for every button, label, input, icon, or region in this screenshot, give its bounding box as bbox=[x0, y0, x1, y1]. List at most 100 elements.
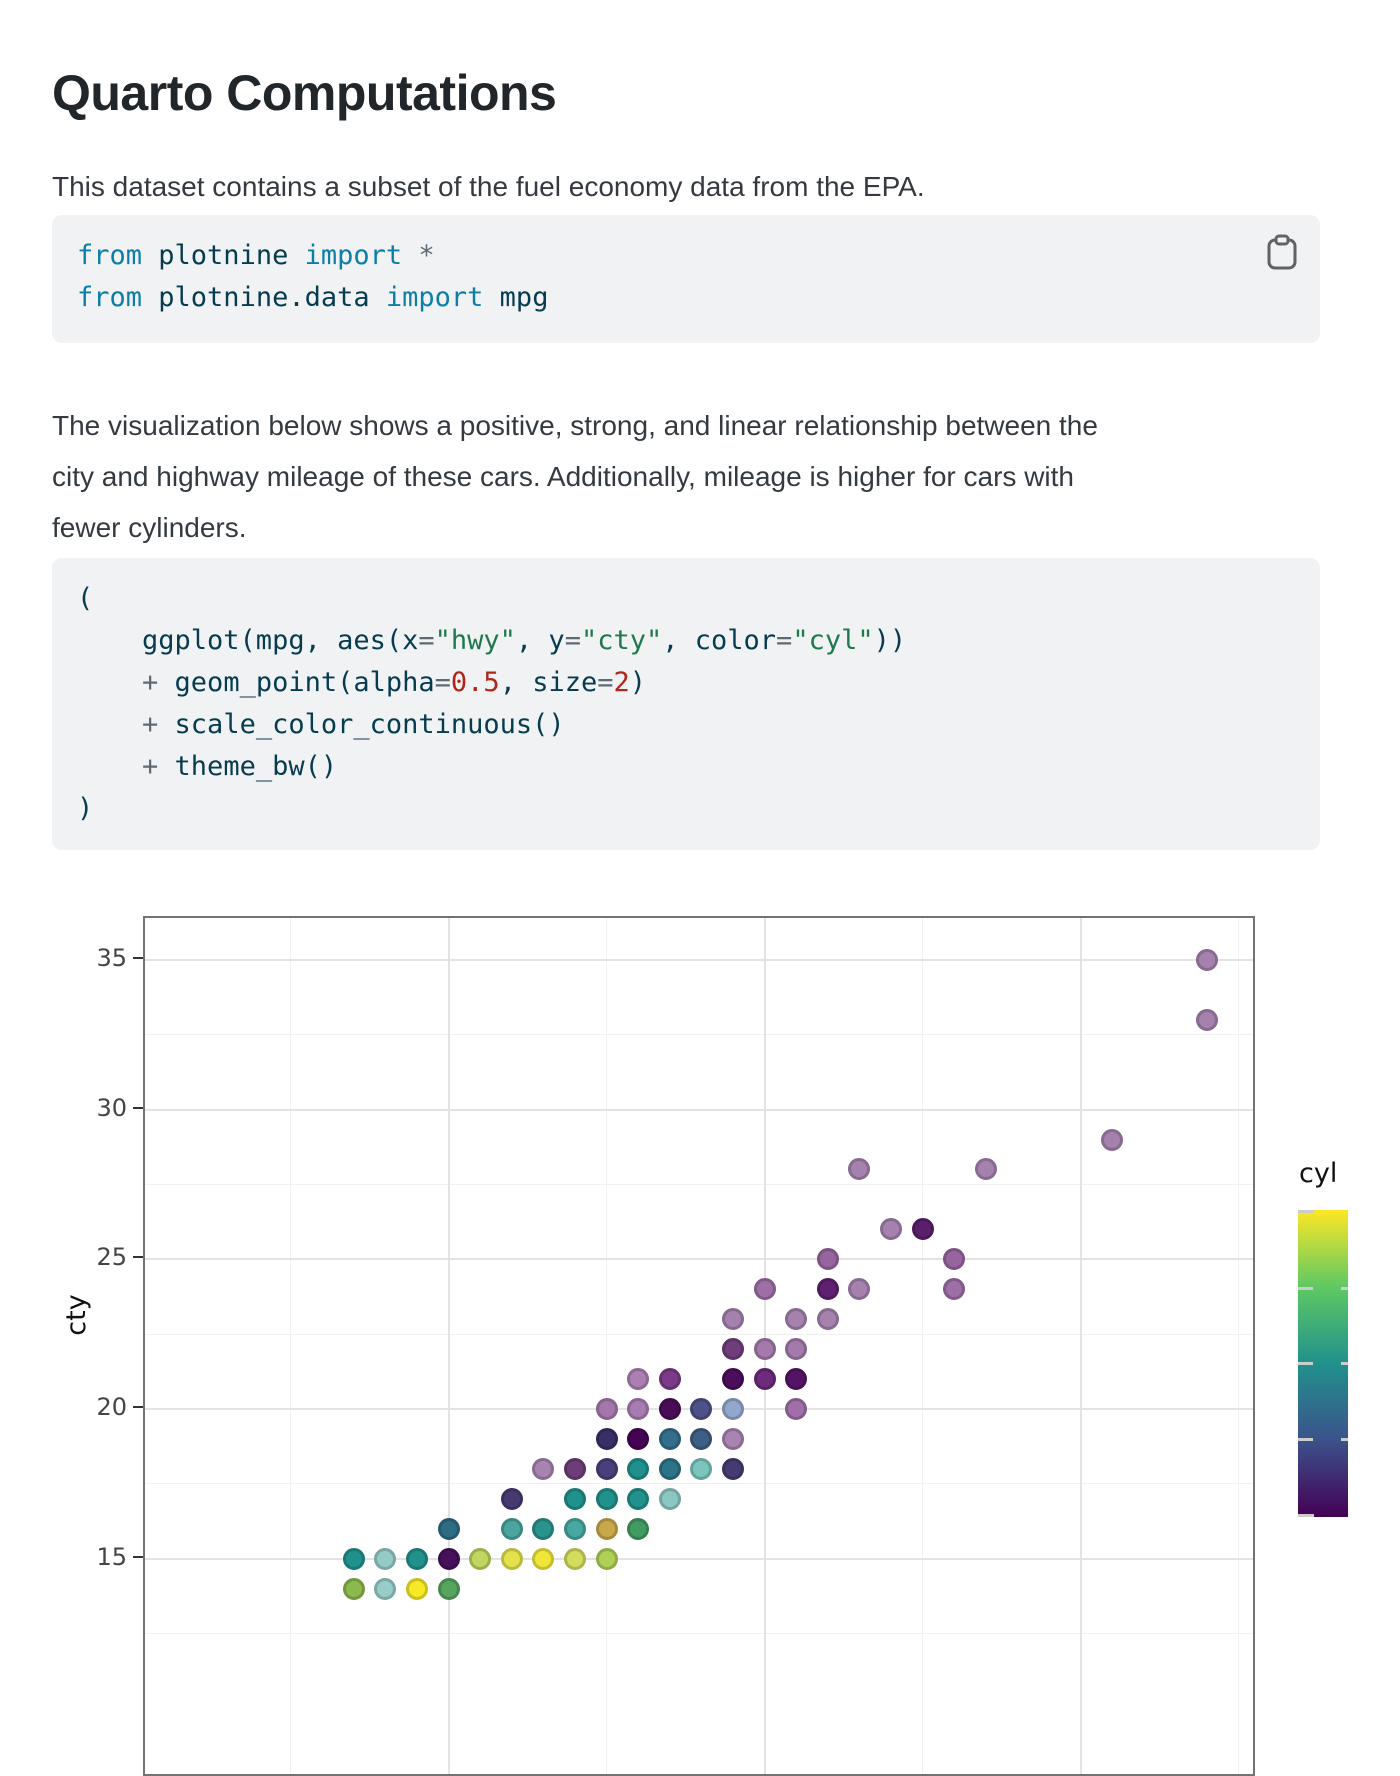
code-line: + scale_color_continuous() bbox=[77, 709, 565, 740]
colorbar-tick bbox=[1341, 1362, 1348, 1365]
data-point bbox=[374, 1547, 397, 1570]
data-point bbox=[690, 1398, 713, 1421]
data-point bbox=[532, 1517, 555, 1540]
data-point bbox=[500, 1547, 523, 1570]
gridline-y-major bbox=[145, 1258, 1253, 1261]
data-point bbox=[595, 1487, 618, 1510]
code-line: ( bbox=[77, 583, 94, 614]
data-point bbox=[627, 1368, 650, 1391]
data-point bbox=[658, 1487, 681, 1510]
y-axis-tick-label: 15 bbox=[96, 1542, 127, 1571]
data-point bbox=[785, 1398, 808, 1421]
y-axis-tick bbox=[133, 1406, 143, 1409]
gridline-x-minor bbox=[290, 918, 291, 1774]
data-point bbox=[690, 1457, 713, 1480]
data-point bbox=[437, 1577, 460, 1600]
data-point bbox=[848, 1158, 871, 1181]
colorbar-tick bbox=[1298, 1514, 1314, 1517]
data-point bbox=[1101, 1128, 1124, 1151]
data-point bbox=[943, 1278, 966, 1301]
gridline-x-minor bbox=[1238, 918, 1239, 1774]
gridline-y-minor bbox=[145, 1483, 1253, 1485]
data-point bbox=[500, 1517, 523, 1540]
y-axis-tick-label: 35 bbox=[96, 943, 127, 972]
data-point bbox=[405, 1577, 428, 1600]
gridline-y-minor bbox=[145, 1633, 1253, 1635]
gridline-y-minor bbox=[145, 1183, 1253, 1185]
code-line: + geom_point(alpha=0.5, size=2) bbox=[77, 667, 647, 698]
colorbar-tick bbox=[1341, 1287, 1348, 1291]
data-point bbox=[848, 1278, 871, 1301]
data-point bbox=[721, 1428, 744, 1450]
data-point bbox=[879, 1218, 902, 1241]
data-point bbox=[500, 1487, 523, 1510]
gridline-y-major bbox=[145, 1557, 1253, 1560]
data-point bbox=[627, 1517, 650, 1540]
data-point bbox=[627, 1457, 650, 1480]
clipboard-icon bbox=[1265, 234, 1299, 274]
data-point bbox=[1195, 1008, 1218, 1031]
y-axis-title: cty bbox=[61, 1294, 92, 1336]
data-point bbox=[816, 1248, 839, 1271]
data-point bbox=[342, 1577, 365, 1600]
data-point bbox=[595, 1517, 618, 1540]
data-point bbox=[563, 1547, 586, 1570]
data-point bbox=[1195, 948, 1218, 971]
colorbar-tick bbox=[1298, 1287, 1313, 1291]
code-line: from plotnine.data import mpg bbox=[77, 282, 549, 313]
data-point bbox=[437, 1517, 460, 1540]
data-point bbox=[753, 1278, 776, 1301]
data-point bbox=[563, 1457, 586, 1480]
data-point bbox=[721, 1368, 744, 1391]
copy-code-button[interactable] bbox=[1264, 233, 1300, 273]
data-point bbox=[563, 1487, 586, 1510]
data-point bbox=[532, 1547, 555, 1570]
colorbar-tick bbox=[1298, 1438, 1313, 1442]
data-point bbox=[658, 1428, 681, 1450]
colorbar-tick bbox=[1341, 1438, 1348, 1442]
data-point bbox=[658, 1398, 681, 1421]
gridline-x-major bbox=[1079, 918, 1082, 1774]
y-axis-tick bbox=[133, 1106, 143, 1109]
data-point bbox=[721, 1457, 744, 1480]
code-imports-lines: from plotnine import * from plotnine.data… bbox=[77, 235, 1295, 319]
gridline-x-minor bbox=[922, 918, 923, 1774]
data-point bbox=[816, 1308, 839, 1331]
data-point bbox=[943, 1248, 966, 1271]
data-point bbox=[721, 1398, 744, 1421]
colorbar-tick bbox=[1298, 1210, 1314, 1213]
gridline-x-major bbox=[447, 918, 450, 1774]
code-line: ggplot(mpg, aes(x="hwy", y="cty", color=… bbox=[77, 625, 907, 656]
data-point bbox=[595, 1398, 618, 1421]
data-point bbox=[532, 1457, 555, 1480]
plot-panel bbox=[143, 916, 1255, 1776]
data-point bbox=[658, 1368, 681, 1391]
data-point bbox=[627, 1398, 650, 1421]
code-plot-lines: ( ggplot(mpg, aes(x="hwy", y="cty", colo… bbox=[77, 578, 1295, 830]
data-point bbox=[627, 1487, 650, 1510]
code-line: + theme_bw() bbox=[77, 751, 338, 782]
data-point bbox=[627, 1428, 650, 1450]
data-point bbox=[658, 1457, 681, 1480]
data-point bbox=[753, 1368, 776, 1391]
data-point bbox=[785, 1338, 808, 1361]
data-point bbox=[437, 1547, 460, 1570]
code-line: ) bbox=[77, 793, 94, 824]
y-axis-tick-label: 20 bbox=[96, 1393, 127, 1422]
data-point bbox=[342, 1547, 365, 1570]
data-point bbox=[595, 1428, 618, 1450]
gridline-x-minor bbox=[606, 918, 607, 1774]
legend-title: cyl bbox=[1299, 1158, 1338, 1189]
gridline-y-major bbox=[145, 958, 1253, 961]
data-point bbox=[690, 1428, 713, 1450]
code-block-plot: ( ggplot(mpg, aes(x="hwy", y="cty", colo… bbox=[52, 558, 1320, 850]
data-point bbox=[911, 1218, 934, 1241]
description-paragraph: The visualization below shows a positive… bbox=[52, 410, 1098, 543]
data-point bbox=[405, 1547, 428, 1570]
data-point bbox=[721, 1338, 744, 1361]
data-point bbox=[721, 1308, 744, 1331]
data-point bbox=[563, 1517, 586, 1540]
gridline-y-minor bbox=[145, 1034, 1253, 1036]
data-point bbox=[974, 1158, 997, 1181]
data-point bbox=[785, 1368, 808, 1391]
